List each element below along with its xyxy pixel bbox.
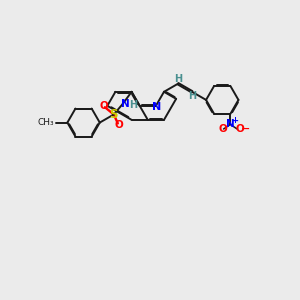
Text: S: S bbox=[110, 108, 118, 121]
Text: O: O bbox=[114, 120, 123, 130]
Text: O: O bbox=[218, 124, 227, 134]
Text: O: O bbox=[235, 124, 244, 134]
Text: N: N bbox=[152, 102, 162, 112]
Text: N: N bbox=[121, 99, 129, 109]
Text: +: + bbox=[231, 116, 238, 125]
Text: N: N bbox=[226, 119, 235, 130]
Text: CH₃: CH₃ bbox=[38, 118, 55, 127]
Text: O: O bbox=[99, 101, 108, 111]
Text: −: − bbox=[241, 124, 250, 134]
Text: H: H bbox=[188, 91, 196, 101]
Text: H: H bbox=[174, 74, 182, 84]
Text: H: H bbox=[129, 100, 137, 110]
